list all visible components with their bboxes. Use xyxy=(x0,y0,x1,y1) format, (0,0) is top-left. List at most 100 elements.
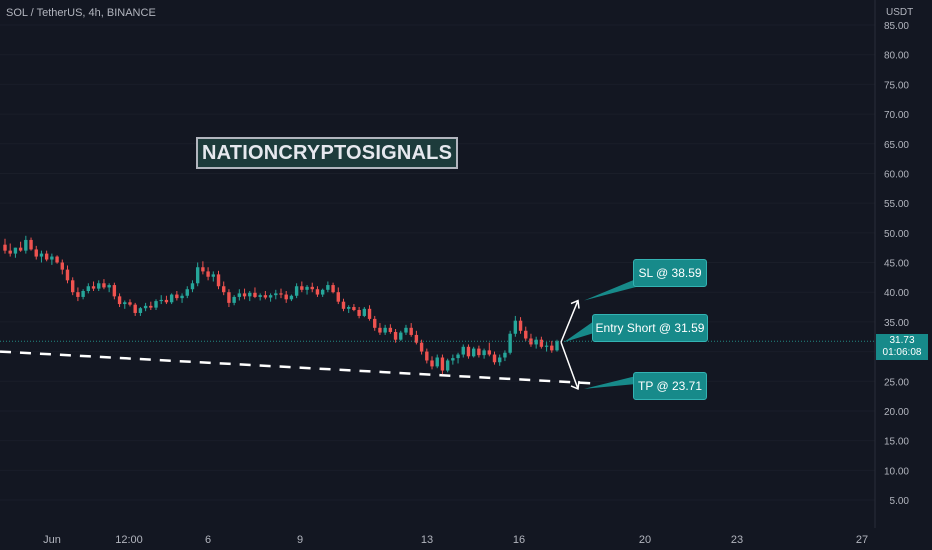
candle-body xyxy=(373,318,377,328)
candle-body xyxy=(539,339,544,347)
x-tick-label: 9 xyxy=(297,534,303,546)
candle-body xyxy=(60,262,64,270)
candle-body xyxy=(13,247,18,254)
candle-body xyxy=(248,292,252,297)
price-axis[interactable]: 85.00 80.00 75.00 70.00 65.00 60.00 55.00 50.00… xyxy=(874,0,909,528)
candle-body xyxy=(513,320,518,334)
candlestick-series xyxy=(3,235,559,375)
candle-body xyxy=(399,332,403,340)
candle-body xyxy=(425,351,429,361)
candle-body xyxy=(445,360,450,371)
candle-body xyxy=(274,293,278,296)
candle-body xyxy=(550,345,554,351)
candle-body xyxy=(336,292,340,302)
candle-body xyxy=(524,330,528,339)
sl-callout[interactable]: SL @ 38.59 xyxy=(633,259,707,287)
candle-body xyxy=(503,352,507,358)
candle-body xyxy=(393,331,398,340)
sl-arrow-head xyxy=(570,299,580,309)
candle-body xyxy=(34,249,38,257)
candle-body xyxy=(206,271,210,277)
candle-body xyxy=(65,269,70,281)
candle-body xyxy=(107,285,111,288)
candle-body xyxy=(518,320,523,331)
candle-body xyxy=(29,239,33,250)
candle-body xyxy=(461,346,465,355)
candle-body xyxy=(482,350,486,356)
candle-body xyxy=(8,250,12,254)
candle-body xyxy=(39,253,44,257)
candle-body xyxy=(268,295,273,298)
candle-body xyxy=(409,327,413,335)
y-tick-label: 25.00 xyxy=(884,377,909,388)
entry-callout[interactable]: Entry Short @ 31.59 xyxy=(592,314,708,342)
candle-body xyxy=(300,286,304,290)
candle-body xyxy=(451,358,455,361)
symbol-title: SOL / TetherUS, 4h, BINANCE xyxy=(6,7,156,19)
candle-body xyxy=(128,302,132,305)
last-price-tag: 31.73 01:06:08 xyxy=(876,334,928,360)
candle-body xyxy=(284,294,288,300)
candle-body xyxy=(175,294,179,299)
candle-body xyxy=(471,348,476,357)
candle-body xyxy=(222,286,226,293)
y-tick-label: 50.00 xyxy=(884,229,909,240)
candle-body xyxy=(305,286,309,290)
candle-body xyxy=(227,292,231,303)
candle-body xyxy=(76,292,80,297)
tp-arrow-line xyxy=(560,341,579,390)
candle-body xyxy=(44,253,49,260)
candle-body xyxy=(362,308,367,316)
candle-body xyxy=(367,308,372,319)
candle-body xyxy=(430,360,434,367)
candle-body xyxy=(466,346,471,357)
candle-body xyxy=(123,302,127,305)
x-tick-label: 12:00 xyxy=(115,534,143,546)
x-tick-label: 13 xyxy=(421,534,433,546)
tp-callout[interactable]: TP @ 23.71 xyxy=(633,372,707,400)
dashed-trendline[interactable] xyxy=(0,350,599,385)
candle-body xyxy=(440,357,445,371)
candle-body xyxy=(341,301,346,309)
candle-body xyxy=(346,307,351,309)
candle-body xyxy=(81,291,85,297)
candle-body xyxy=(159,299,163,302)
candle-body xyxy=(216,274,221,287)
x-tick-label: 16 xyxy=(513,534,525,546)
candle-body xyxy=(310,286,314,290)
candle-body xyxy=(237,293,242,297)
candle-body xyxy=(378,327,382,333)
candle-body xyxy=(508,333,512,353)
tp-arrow-head xyxy=(570,380,580,390)
candle-body xyxy=(86,286,91,291)
y-tick-label: 65.00 xyxy=(884,140,909,151)
candle-body xyxy=(24,239,28,251)
candle-body xyxy=(357,310,361,316)
candle-body xyxy=(55,256,59,263)
candle-body xyxy=(138,308,143,313)
candle-body xyxy=(456,354,460,359)
candle-body xyxy=(169,294,174,303)
candle-body xyxy=(112,285,117,297)
candle-body xyxy=(315,289,320,295)
candle-body xyxy=(352,307,356,310)
candle-body xyxy=(529,338,533,345)
y-tick-label: 35.00 xyxy=(884,318,909,329)
tp-callout-pointer xyxy=(584,376,636,389)
candle-body xyxy=(185,289,189,296)
candle-body xyxy=(258,295,262,297)
candle-body xyxy=(419,342,424,352)
candle-body xyxy=(263,295,268,298)
candle-body xyxy=(102,283,106,288)
candle-body xyxy=(253,292,257,297)
y-tick-label: 85.00 xyxy=(884,21,909,32)
candle-body xyxy=(544,345,549,347)
trendline-segment xyxy=(0,350,599,385)
time-axis[interactable]: Jun 12:00 6 9 13 16 20 23 27 xyxy=(43,534,868,546)
candle-body xyxy=(211,274,216,277)
y-tick-label: 15.00 xyxy=(884,437,909,448)
watermark-label: NATIONCRYPTOSIGNALS xyxy=(196,137,459,169)
chart-grid xyxy=(0,24,875,501)
candle-body xyxy=(487,350,492,355)
